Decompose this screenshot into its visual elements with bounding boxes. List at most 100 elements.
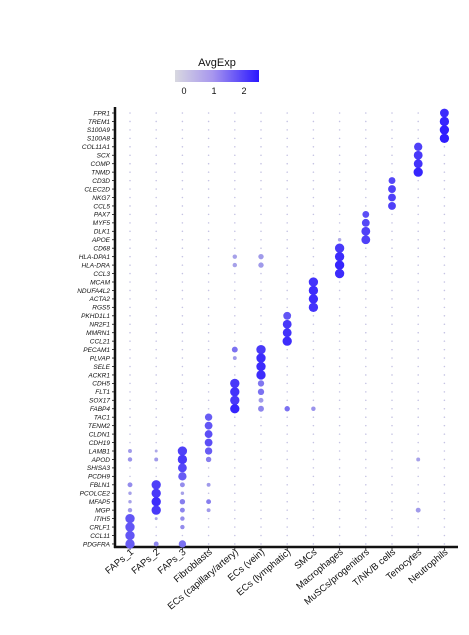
expression-dot: [260, 129, 262, 131]
expression-dot: [388, 193, 396, 202]
expression-dot: [260, 323, 262, 326]
gene-label: NDUFA4L2: [77, 288, 110, 295]
expression-dot: [181, 196, 184, 199]
expression-dot: [443, 281, 446, 283]
expression-dot: [260, 424, 262, 427]
expression-dot: [181, 433, 184, 435]
expression-dot: [234, 340, 236, 342]
gene-label: ACTA2: [89, 296, 111, 303]
expression-dot: [181, 146, 184, 148]
expression-dot: [232, 254, 238, 259]
expression-dot: [365, 171, 367, 173]
expression-dot: [207, 112, 210, 114]
expression-dot: [338, 306, 341, 309]
expression-dot: [129, 281, 131, 283]
expression-dot: [365, 315, 367, 317]
expression-dot: [234, 467, 236, 469]
expression-dot: [417, 315, 419, 317]
color-legend: AvgExp 0 1 2: [175, 57, 259, 96]
expression-dot: [312, 171, 315, 173]
expression-dot: [443, 289, 446, 292]
expression-dot: [417, 416, 419, 418]
expression-dot: [417, 357, 419, 359]
expression-dot: [128, 491, 132, 495]
expression-dot: [129, 441, 131, 444]
expression-dot: [312, 205, 315, 207]
expression-dot: [207, 247, 210, 249]
expression-dot: [417, 196, 419, 199]
expression-dot: [260, 188, 262, 190]
expression-dot: [155, 129, 157, 131]
expression-dot: [155, 365, 157, 368]
expression-dot: [286, 137, 288, 140]
expression-dot: [416, 457, 421, 462]
expression-dot: [365, 517, 367, 520]
expression-dot: [365, 120, 367, 123]
expression-dot: [286, 441, 288, 444]
expression-dot: [155, 171, 157, 173]
expression-dot: [312, 458, 315, 461]
expression-dot: [129, 188, 131, 190]
expression-dot: [286, 534, 288, 537]
expression-dot: [391, 391, 393, 393]
expression-dot: [234, 374, 236, 376]
expression-dot: [155, 196, 157, 199]
expression-dot: [207, 238, 210, 241]
expression-dot: [286, 162, 288, 165]
expression-dot: [179, 482, 185, 488]
expression-dot: [417, 492, 419, 495]
expression-dot: [338, 534, 341, 537]
expression-dot: [391, 458, 393, 461]
expression-dot: [155, 315, 157, 317]
expression-dot: [286, 281, 288, 283]
expression-dot: [361, 235, 371, 245]
expression-dot: [443, 458, 446, 461]
gene-label: PKHD1L1: [81, 313, 110, 320]
expression-dot: [260, 441, 262, 444]
expression-dot: [417, 238, 419, 241]
expression-dot: [312, 500, 315, 503]
expression-dot: [125, 530, 135, 541]
expression-dot: [391, 374, 393, 376]
expression-dot: [129, 416, 131, 418]
expression-dot: [417, 323, 419, 326]
expression-dot: [155, 526, 157, 528]
expression-dot: [312, 162, 315, 165]
expression-dot: [312, 340, 315, 342]
expression-dot: [391, 171, 393, 173]
expression-dot: [155, 238, 157, 241]
expression-dot: [413, 159, 423, 169]
expression-dot: [388, 185, 396, 193]
expression-dot: [260, 222, 262, 224]
expression-dot: [178, 472, 187, 481]
expression-dot: [129, 382, 131, 385]
expression-dot: [181, 298, 184, 300]
gene-label: CD3D: [92, 178, 110, 185]
expression-dot: [204, 413, 213, 421]
expression-dot: [443, 171, 446, 173]
expression-dot: [391, 382, 393, 385]
expression-dot: [155, 424, 157, 427]
gene-label: SHISA3: [87, 465, 111, 472]
expression-dot: [417, 365, 419, 368]
expression-dot: [129, 433, 131, 435]
expression-dot: [417, 450, 419, 452]
expression-dot: [155, 179, 157, 182]
expression-dot: [391, 340, 393, 342]
expression-dot: [257, 380, 265, 387]
expression-dot: [443, 526, 446, 528]
expression-dot: [312, 475, 315, 478]
expression-dot: [443, 213, 446, 216]
gene-label: PAX7: [94, 212, 111, 219]
expression-dot: [155, 213, 157, 216]
expression-dot: [338, 484, 341, 486]
expression-dot: [286, 458, 288, 461]
gene-label: S100A9: [87, 127, 111, 134]
expression-dot: [155, 162, 157, 165]
expression-dot: [129, 391, 131, 393]
expression-dot: [125, 513, 135, 524]
expression-dot: [127, 457, 133, 462]
expression-dot: [204, 421, 213, 430]
gene-label: SCX: [97, 153, 111, 160]
